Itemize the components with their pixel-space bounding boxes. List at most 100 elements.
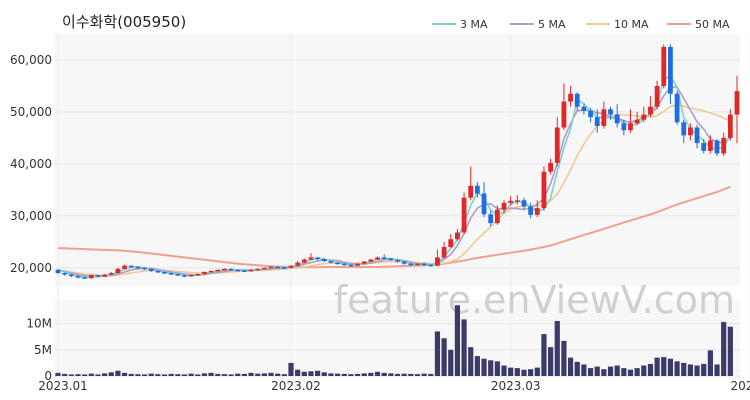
candle-body: [528, 206, 534, 215]
legend: 3 MA 5 MA 10 MA 50 MA: [432, 18, 730, 31]
volume-bar: [534, 367, 540, 376]
volume-bar: [188, 373, 194, 376]
candle-body: [534, 208, 540, 215]
candle-body: [541, 171, 547, 209]
legend-label: 5 MA: [538, 18, 566, 31]
candle-body: [321, 258, 327, 262]
candle-body: [648, 106, 653, 115]
candle-body: [688, 127, 693, 136]
candle-body: [75, 276, 81, 278]
volume-tick-label: 10M: [26, 317, 52, 331]
candle-body: [142, 267, 147, 270]
candle-body: [328, 261, 334, 263]
candle-body: [102, 274, 107, 277]
volume-bar: [341, 373, 347, 376]
candle-body: [375, 257, 380, 260]
candle-body: [408, 263, 414, 266]
volume-bar: [647, 363, 654, 376]
volume-bar: [488, 360, 494, 376]
volume-bar: [494, 361, 500, 376]
volume-bar: [334, 373, 341, 376]
candle-body: [361, 261, 367, 264]
candle-body: [348, 264, 354, 267]
legend-label: 50 MA: [695, 18, 730, 31]
volume-bar: [321, 372, 327, 376]
volume-bar: [295, 369, 301, 376]
volume-bar: [621, 368, 627, 376]
candle-body: [135, 266, 141, 269]
volume-bar: [514, 368, 520, 376]
volume-bar: [328, 373, 334, 376]
volume-axis: 0 5M 10M: [26, 317, 52, 383]
volume-bar: [82, 374, 88, 376]
volume-bar: [727, 326, 733, 376]
candle-body: [581, 106, 587, 111]
candle-body: [315, 257, 321, 259]
volume-bar: [561, 340, 567, 376]
candle-body: [381, 257, 387, 259]
candle-body: [628, 123, 633, 131]
volume-bar: [288, 362, 294, 376]
volume-bar: [368, 372, 374, 376]
candle-body: [195, 274, 201, 276]
volume-bar: [68, 374, 74, 376]
candle-body: [275, 266, 281, 269]
volume-bar: [374, 371, 381, 376]
volume-bar: [301, 371, 307, 376]
candle-body: [415, 263, 420, 266]
volume-bar: [714, 364, 720, 376]
candle-body: [568, 93, 573, 102]
volume-bar: [641, 365, 647, 376]
price-tick-label: 30,000: [10, 209, 52, 223]
candle-body: [208, 270, 214, 273]
legend-label: 3 MA: [460, 18, 488, 31]
volume-bar: [155, 374, 161, 376]
date-tick-label: 2023.03: [491, 379, 541, 393]
candle-body: [448, 239, 454, 248]
volume-bar: [508, 367, 514, 376]
candle-body: [175, 274, 181, 276]
volume-bar: [707, 350, 713, 376]
candle-body: [88, 275, 94, 279]
date-tick-label: 2023.01: [38, 379, 88, 393]
volume-bar: [674, 361, 680, 376]
volume-bar: [607, 366, 614, 376]
candle-body: [261, 267, 267, 270]
price-tick-label: 50,000: [10, 105, 52, 119]
price-tick-label: 60,000: [10, 53, 52, 67]
volume-bar: [454, 305, 461, 376]
candle-body: [721, 137, 727, 154]
candle-body: [395, 260, 400, 262]
volume-bar: [401, 373, 407, 376]
candle-body: [241, 270, 247, 272]
volume-bar: [348, 374, 354, 376]
candle-body: [295, 262, 301, 266]
candle-body: [501, 202, 507, 210]
candle-body: [714, 140, 720, 154]
volume-bar: [468, 347, 474, 376]
volume-bar: [241, 373, 247, 376]
candle-body: [621, 123, 627, 131]
candle-body: [108, 273, 114, 275]
watermark: feature.enViewV.com: [334, 278, 735, 322]
candle-body: [128, 265, 134, 268]
volume-tick-label: 5M: [34, 343, 52, 357]
volume-bar: [581, 364, 587, 376]
candle-body: [248, 269, 254, 272]
candle-body: [508, 200, 514, 203]
volume-bar: [574, 361, 580, 376]
candle-body: [588, 110, 593, 118]
candle-body: [514, 200, 520, 202]
candle-body: [168, 273, 174, 275]
volume-bar: [701, 363, 707, 376]
candle-body: [468, 185, 474, 198]
candle-body: [461, 197, 467, 233]
volume-bar: [601, 369, 607, 376]
date-axis: 2023.01 2023.02 2023.03 2023.04: [38, 379, 750, 393]
volume-bar: [421, 373, 427, 376]
candle-body: [188, 275, 194, 277]
volume-bar: [541, 334, 547, 376]
volume-bar: [388, 373, 394, 376]
candle-body: [301, 259, 307, 263]
